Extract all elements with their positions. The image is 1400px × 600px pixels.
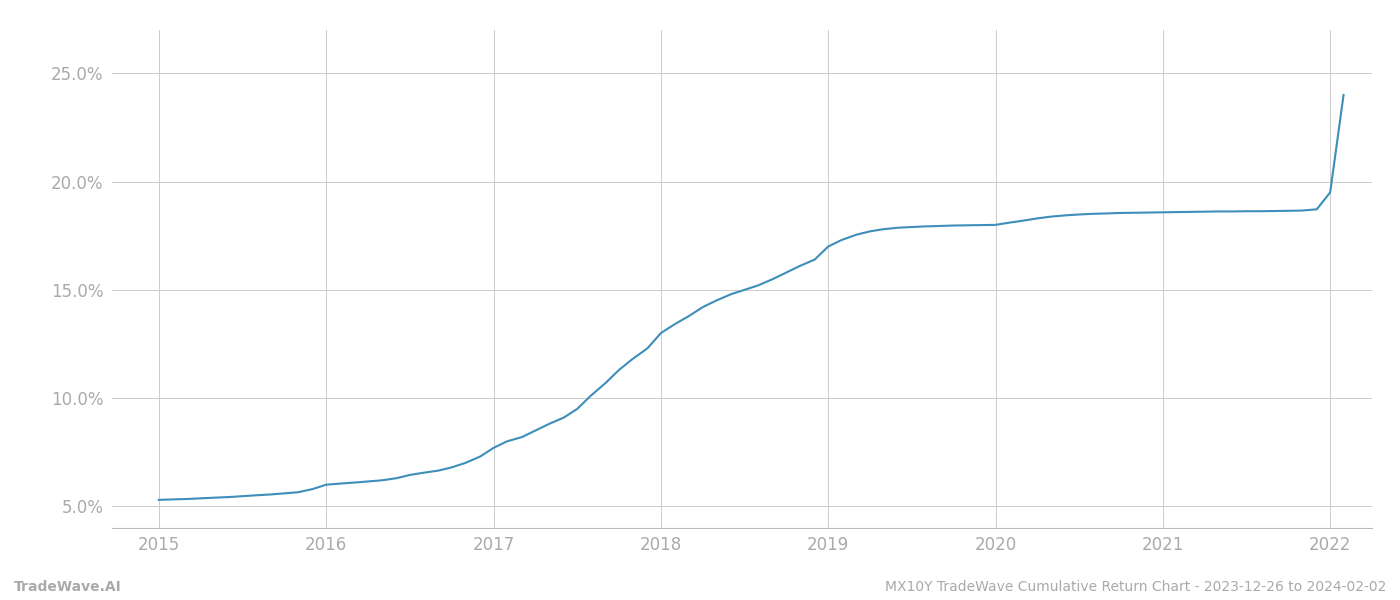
Text: TradeWave.AI: TradeWave.AI: [14, 580, 122, 594]
Text: MX10Y TradeWave Cumulative Return Chart - 2023-12-26 to 2024-02-02: MX10Y TradeWave Cumulative Return Chart …: [885, 580, 1386, 594]
